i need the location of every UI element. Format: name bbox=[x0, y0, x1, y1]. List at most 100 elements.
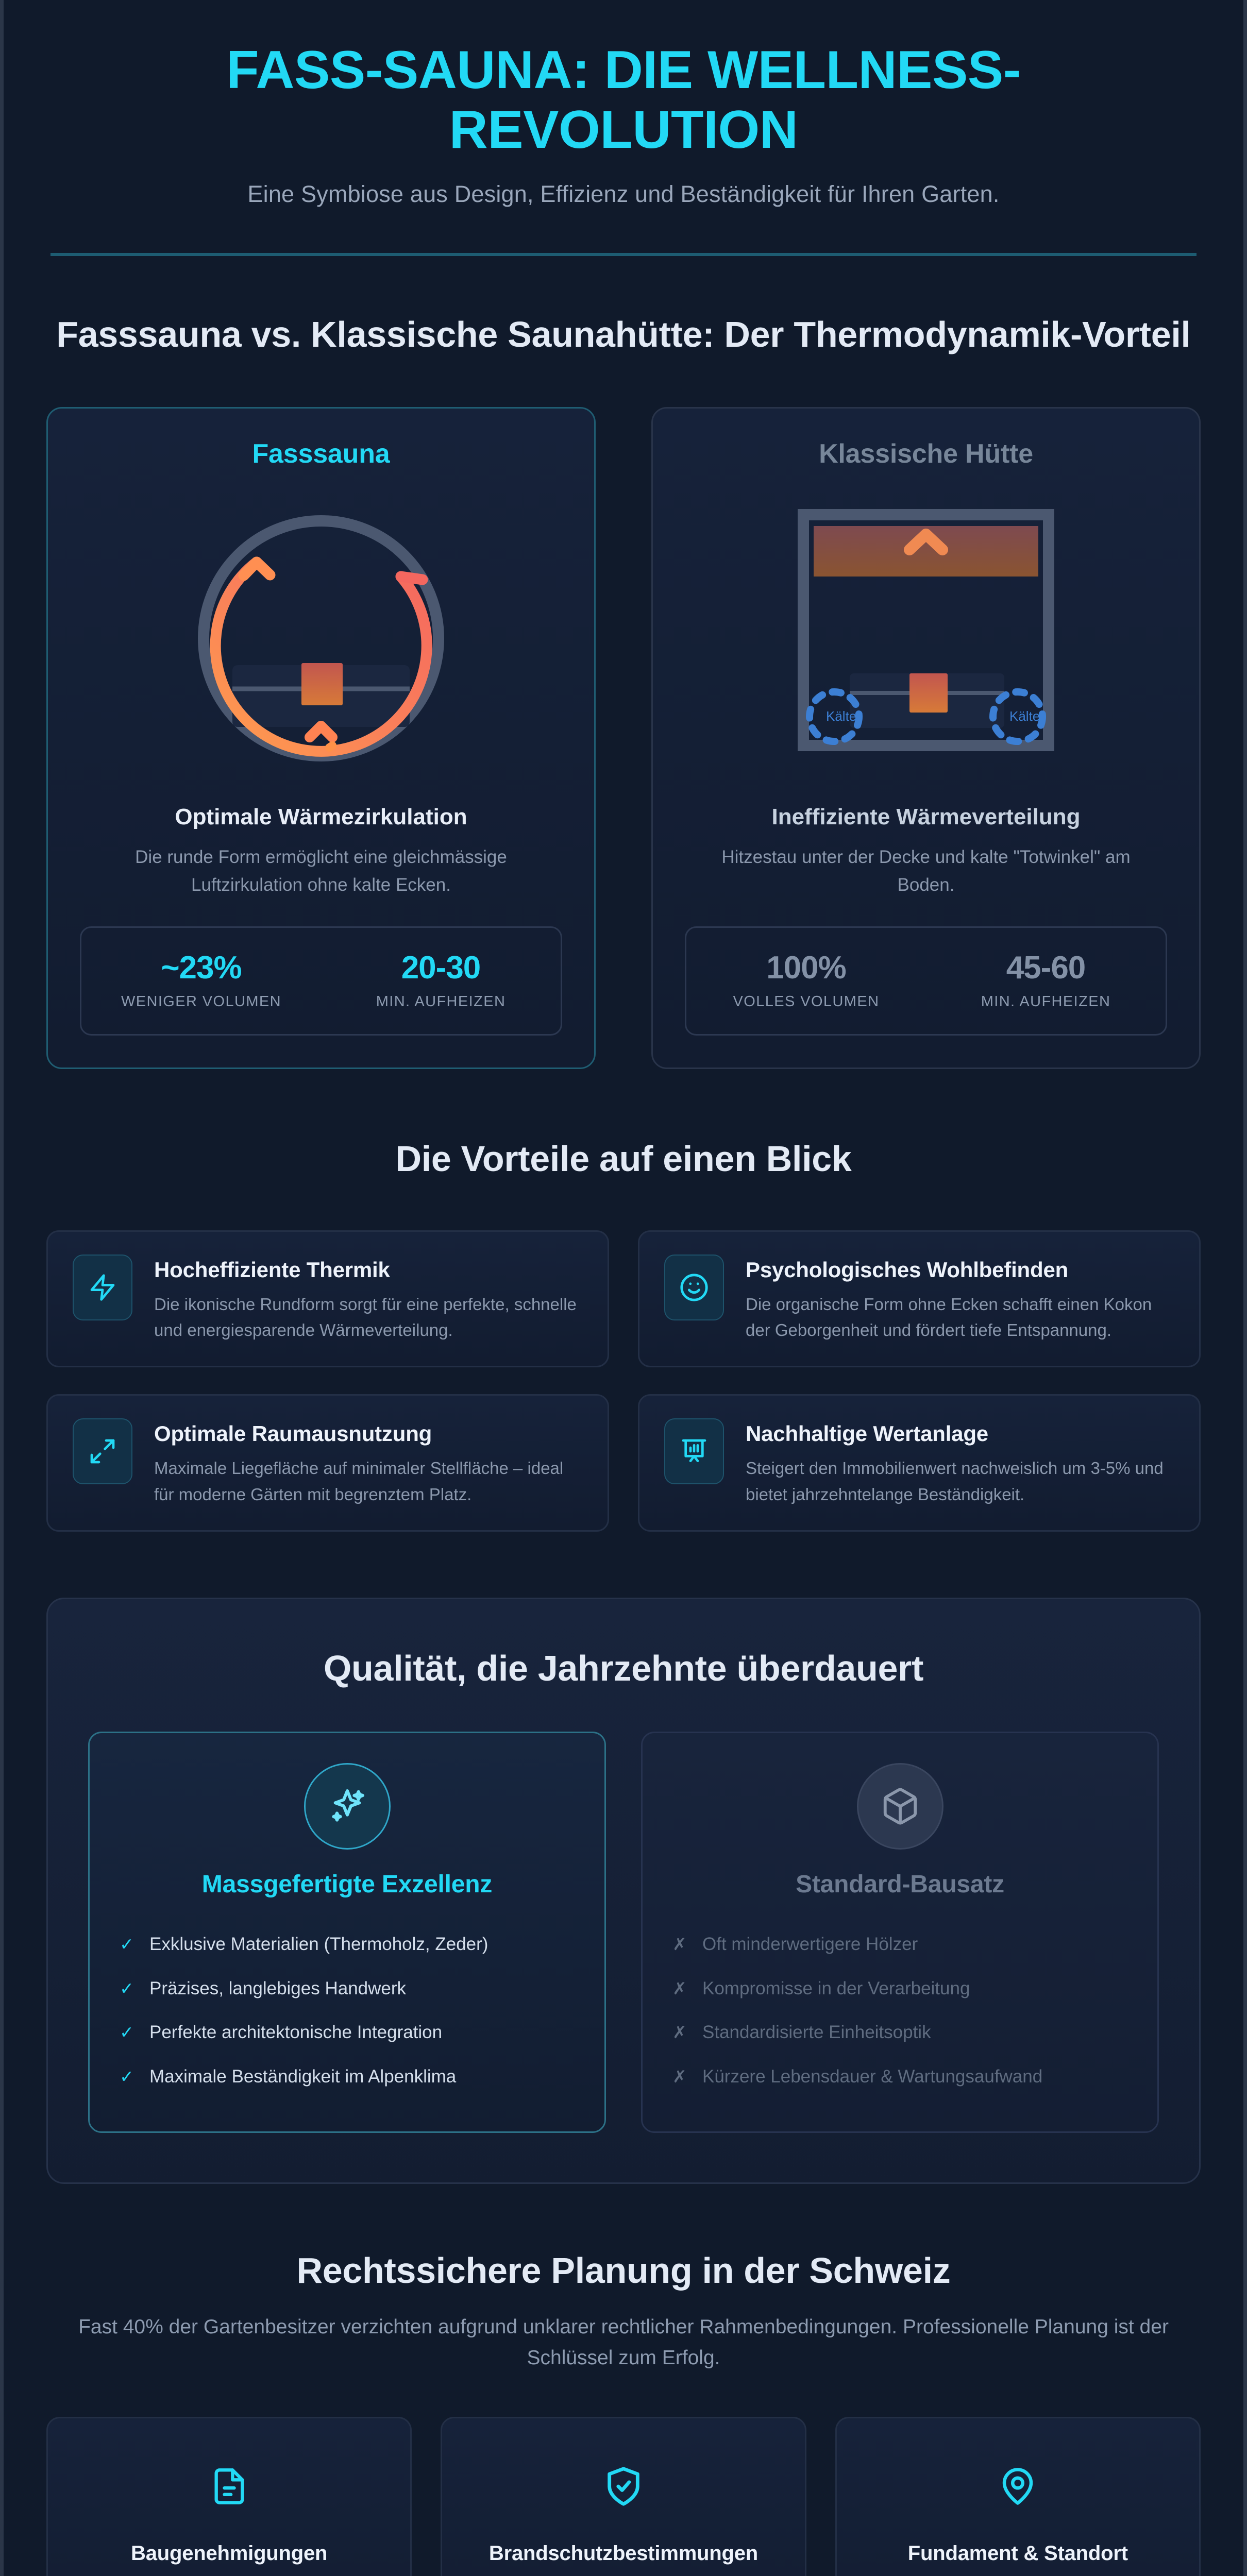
list-item: ✓ Perfekte architektonische Integration bbox=[119, 2010, 576, 2055]
list-item: ✗ Oft minderwertigere Hölzer bbox=[671, 1922, 1128, 1967]
benefits-section-title: Die Vorteile auf einen Blick bbox=[395, 1138, 852, 1179]
benefit-desc: Steigert den Immobilienwert nachweislich… bbox=[746, 1459, 1164, 1504]
benefit-title: Optimale Raumausnutzung bbox=[154, 1421, 432, 1446]
list-item-label: Standardisierte Einheitsoptik bbox=[702, 2022, 931, 2043]
check-icon: ✓ bbox=[120, 2066, 134, 2086]
list-item: ✓ Maximale Beständigkeit im Alpenklima bbox=[119, 2055, 576, 2099]
cross-icon: ✗ bbox=[672, 1935, 687, 1954]
stat-label: WENIGER VOLUMEN bbox=[121, 993, 282, 1010]
comparison-card-title: Optimale Wärmezirkulation bbox=[175, 804, 467, 830]
list-item: ✓ Exklusive Materialien (Thermoholz, Zede… bbox=[119, 1922, 576, 1967]
comparison-card-desc: Die runde Form ermöglicht eine gleichmäs… bbox=[135, 847, 507, 895]
barrel-sauna-diagram bbox=[80, 484, 562, 793]
legal-section-subtitle: Fast 40% der Gartenbesitzer verzichten a… bbox=[78, 2315, 1169, 2369]
quality-section: Qualität, die Jahrzehnte überdauert Mass… bbox=[46, 1597, 1201, 2184]
benefit-title: Nachhaltige Wertanlage bbox=[746, 1421, 988, 1446]
quality-section-title: Qualität, die Jahrzehnte überdauert bbox=[323, 1648, 924, 1688]
legal-section-title: Rechtssichere Planung in der Schweiz bbox=[296, 2250, 951, 2291]
list-item-label: Kürzere Lebensdauer & Wartungsaufwand bbox=[702, 2066, 1043, 2087]
check-icon: ✓ bbox=[120, 2023, 134, 2042]
legal-card-brandschutz: Brandschutzbestimmungen Einhaltung aller… bbox=[441, 2417, 806, 2576]
quality-panel: Qualität, die Jahrzehnte überdauert Mass… bbox=[46, 1597, 1201, 2184]
comparison-section-title: Fasssauna vs. Klassische Saunahütte: Der… bbox=[56, 314, 1191, 354]
quality-good-list: ✓ Exklusive Materialien (Thermoholz, Zede… bbox=[119, 1922, 576, 2098]
list-item: ✗ Kürzere Lebensdauer & Wartungsaufwand bbox=[671, 2055, 1128, 2099]
stat-item: 20-30 MIN. AUFHEIZEN bbox=[321, 950, 561, 1010]
cross-icon: ✗ bbox=[672, 1978, 687, 1998]
benefits-section: Die Vorteile auf einen Blick Hocheffizie… bbox=[46, 1069, 1201, 1532]
bolt-icon bbox=[73, 1255, 132, 1321]
comparison-grid: Fasssauna bbox=[46, 407, 1201, 1069]
box-icon bbox=[856, 1763, 943, 1850]
benefits-grid: Hocheffiziente Thermik Die ikonische Run… bbox=[46, 1230, 1201, 1532]
list-item: ✗ Kompromisse in der Verarbeitung bbox=[671, 1967, 1128, 2011]
quality-card-standard-bausatz: Standard-Bausatz ✗ Oft minderwertigere Hö… bbox=[641, 1732, 1159, 2133]
benefit-card-thermik: Hocheffiziente Thermik Die ikonische Run… bbox=[46, 1230, 609, 1368]
legal-card-title: Fundament & Standort bbox=[907, 2542, 1128, 2565]
cold-zone-label-right: Kälte bbox=[1009, 708, 1040, 724]
benefit-title: Psychologisches Wohlbefinden bbox=[746, 1258, 1069, 1282]
hero-subtitle: Eine Symbiose aus Design, Effizienz und … bbox=[247, 180, 1000, 207]
comparison-card-head: Fasssauna bbox=[252, 439, 390, 469]
comparison-card-title: Ineffiziente Wärmeverteilung bbox=[771, 804, 1081, 830]
comparison-section: Fasssauna vs. Klassische Saunahütte: Der… bbox=[46, 256, 1201, 1069]
list-item-label: Maximale Beständigkeit im Alpenklima bbox=[149, 2066, 457, 2087]
quality-bad-list: ✗ Oft minderwertigere Hölzer ✗ Kompromisse… bbox=[671, 1922, 1128, 2098]
list-item-label: Perfekte architektonische Integration bbox=[149, 2022, 443, 2043]
quality-card-title: Massgefertigte Exzellenz bbox=[201, 1871, 493, 1899]
stat-item: 45-60 MIN. AUFHEIZEN bbox=[926, 950, 1166, 1010]
quality-grid: Massgefertigte Exzellenz ✓ Exklusive Mate… bbox=[88, 1732, 1159, 2133]
legal-section: Rechtssichere Planung in der Schweiz Fas… bbox=[46, 2184, 1201, 2576]
stat-label: MIN. AUFHEIZEN bbox=[376, 993, 506, 1010]
benefit-card-wohlbefinden: Psychologisches Wohlbefinden Die organis… bbox=[638, 1230, 1201, 1368]
list-item: ✗ Standardisierte Einheitsoptik bbox=[671, 2010, 1128, 2055]
comparison-card-desc: Hitzestau unter der Decke und kalte "Tot… bbox=[721, 847, 1131, 895]
hero-section: FASS-SAUNA: DIE WELLNESS-REVOLUTION Eine… bbox=[46, 0, 1201, 256]
comparison-card-fasssauna: Fasssauna bbox=[46, 407, 596, 1069]
stat-value: 45-60 bbox=[1006, 950, 1086, 986]
sparkles-icon bbox=[304, 1763, 391, 1850]
cold-zone-label-left: Kälte bbox=[826, 708, 857, 724]
hero-divider bbox=[50, 252, 1197, 256]
shield-check-icon bbox=[465, 2455, 782, 2517]
benefit-desc: Die organische Form ohne Ecken schafft e… bbox=[746, 1295, 1152, 1340]
stat-label: VOLLES VOLUMEN bbox=[733, 993, 880, 1010]
document-icon bbox=[71, 2455, 387, 2517]
list-item: ✓ Präzises, langlebiges Handwerk bbox=[119, 1967, 576, 2011]
list-item-label: Präzises, langlebiges Handwerk bbox=[149, 1978, 407, 1998]
list-item-label: Oft minderwertigere Hölzer bbox=[702, 1934, 918, 1955]
check-icon: ✓ bbox=[120, 1935, 134, 1954]
stat-value: 100% bbox=[766, 950, 847, 986]
stat-value: 20-30 bbox=[401, 950, 481, 986]
stat-item: ~23% WENIGER VOLUMEN bbox=[81, 950, 321, 1010]
cross-icon: ✗ bbox=[672, 2023, 687, 2042]
chart-presentation-icon bbox=[664, 1418, 724, 1485]
benefit-desc: Maximale Liegefläche auf minimaler Stell… bbox=[154, 1459, 564, 1504]
legal-card-fundament: Fundament & Standort Professionelle Plan… bbox=[835, 2417, 1201, 2576]
list-item-label: Exklusive Materialien (Thermoholz, Zeder… bbox=[149, 1934, 488, 1955]
benefit-title: Hocheffiziente Thermik bbox=[154, 1258, 390, 1282]
expand-icon bbox=[73, 1418, 132, 1485]
legal-card-baugenehmigungen: Baugenehmigungen Fundierte Abklärung der… bbox=[46, 2417, 412, 2576]
legal-card-title: Baugenehmigungen bbox=[131, 2542, 328, 2565]
legal-grid: Baugenehmigungen Fundierte Abklärung der… bbox=[46, 2417, 1201, 2576]
comparison-card-head: Klassische Hütte bbox=[819, 439, 1033, 469]
benefit-card-wertanlage: Nachhaltige Wertanlage Steigert den Immo… bbox=[638, 1394, 1201, 1532]
stat-label: MIN. AUFHEIZEN bbox=[981, 993, 1111, 1010]
list-item-label: Kompromisse in der Verarbeitung bbox=[702, 1978, 970, 1998]
comparison-stats: ~23% WENIGER VOLUMEN 20-30 MIN. AUFHEIZE… bbox=[80, 926, 562, 1036]
smile-icon bbox=[664, 1255, 724, 1321]
cabin-sauna-diagram: Kälte Kälte bbox=[685, 484, 1167, 793]
stat-value: ~23% bbox=[161, 950, 242, 986]
check-icon: ✓ bbox=[120, 1978, 134, 1998]
stat-item: 100% VOLLES VOLUMEN bbox=[686, 950, 926, 1010]
comparison-stats: 100% VOLLES VOLUMEN 45-60 MIN. AUFHEIZEN bbox=[685, 926, 1167, 1036]
benefit-card-raumausnutzung: Optimale Raumausnutzung Maximale Liegefl… bbox=[46, 1394, 609, 1532]
comparison-card-klassische-huette: Klassische Hütte bbox=[651, 407, 1201, 1069]
page-title: FASS-SAUNA: DIE WELLNESS-REVOLUTION bbox=[226, 40, 1021, 160]
cross-icon: ✗ bbox=[672, 2066, 687, 2086]
quality-card-massgefertigt: Massgefertigte Exzellenz ✓ Exklusive Mate… bbox=[88, 1732, 606, 2133]
legal-card-title: Brandschutzbestimmungen bbox=[488, 2542, 759, 2565]
map-pin-icon bbox=[860, 2455, 1176, 2517]
